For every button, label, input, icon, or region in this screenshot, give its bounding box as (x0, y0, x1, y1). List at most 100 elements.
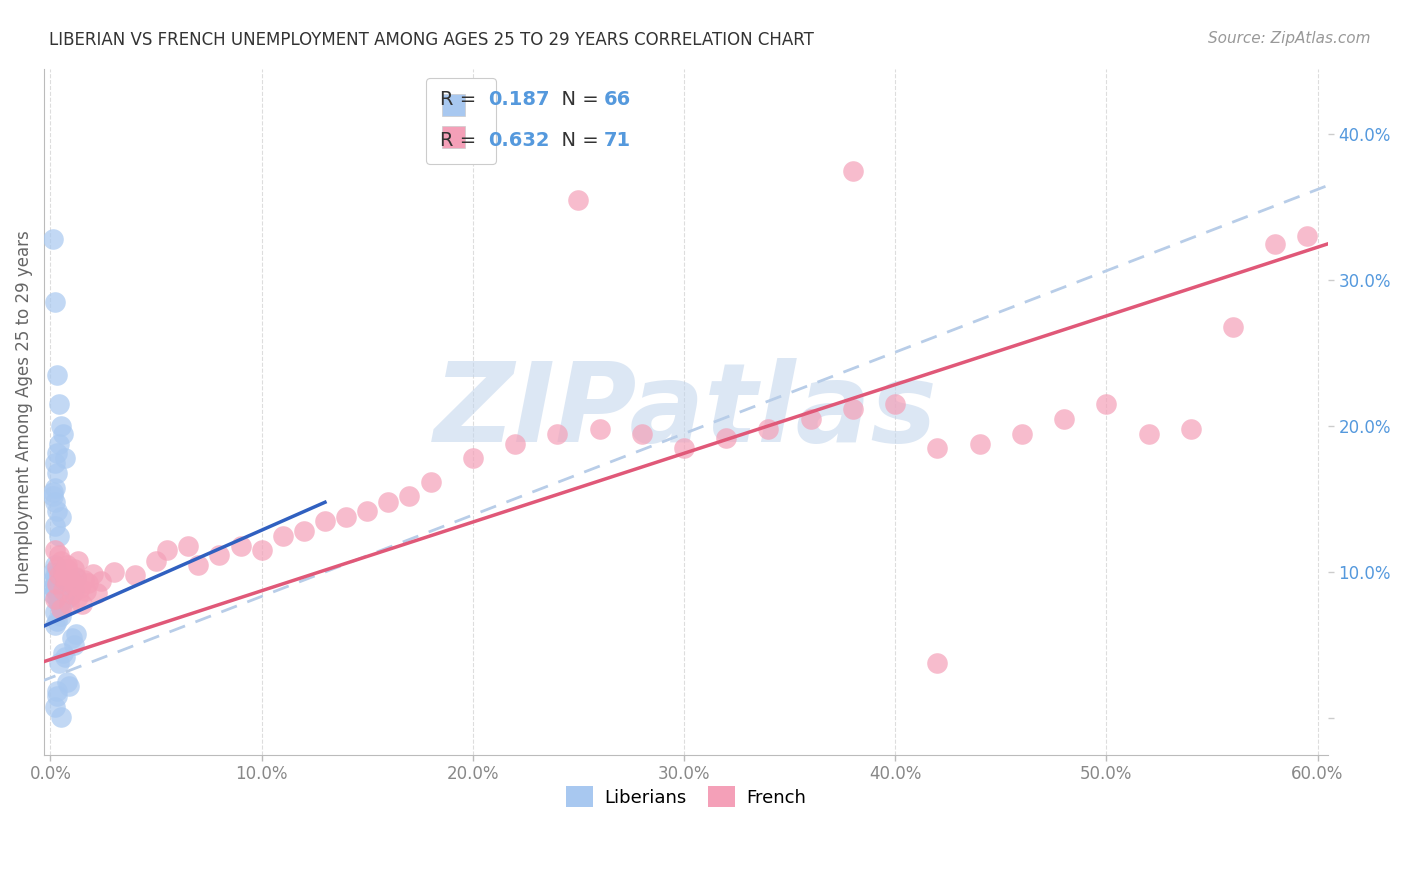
Point (672, 441, 695, 455)
Point (44, 582, 66, 597)
Point (44, 605, 66, 619)
Point (69, 582, 91, 596)
Point (103, 566, 125, 580)
Point (41, 490, 63, 504)
Point (800, 412, 823, 426)
Point (49, 609, 72, 624)
Point (45, 575, 67, 590)
Point (53, 568, 76, 582)
Point (58, 577, 80, 591)
Point (44, 543, 66, 558)
Point (56, 562, 79, 576)
Point (567, 193, 589, 207)
Point (49, 710, 72, 724)
Point (48, 586, 70, 600)
Point (62, 582, 84, 597)
Point (52, 582, 75, 597)
Point (271, 529, 294, 543)
Point (45, 368, 67, 383)
Point (48, 568, 70, 582)
Point (45, 614, 67, 628)
Point (145, 554, 167, 568)
Point (60, 586, 83, 600)
Point (53, 650, 76, 665)
Point (52, 646, 75, 660)
Point (82, 566, 104, 581)
Point (155, 543, 177, 558)
Point (44, 699, 66, 714)
Point (1011, 426, 1033, 441)
Point (44, 495, 66, 509)
Text: 66: 66 (605, 90, 631, 109)
Point (49, 590, 72, 604)
Point (208, 548, 231, 562)
Point (48, 656, 70, 670)
Point (73, 573, 96, 587)
Point (45, 566, 67, 581)
Point (66, 590, 89, 604)
Point (44, 481, 66, 495)
Point (1296, 229, 1319, 244)
Point (842, 401, 865, 416)
Point (48, 571, 70, 585)
Point (66, 554, 89, 568)
Point (48, 598, 70, 612)
Point (44, 518, 66, 533)
Point (503, 437, 526, 451)
Point (377, 495, 399, 509)
Point (124, 568, 146, 582)
Point (53, 451, 76, 466)
Point (45, 445, 67, 459)
Point (77, 575, 100, 590)
Point (1264, 236, 1286, 251)
Point (65, 570, 87, 584)
Point (842, 163, 865, 178)
Point (292, 524, 315, 539)
Point (52, 566, 75, 580)
Point (56, 573, 79, 587)
Point (56, 587, 79, 601)
Point (49, 419, 72, 434)
Point (546, 426, 568, 441)
Point (65, 571, 87, 585)
Point (1053, 412, 1076, 426)
Point (44, 568, 66, 582)
Text: R =: R = (440, 131, 482, 150)
Point (58, 598, 80, 612)
Point (229, 539, 252, 553)
Point (314, 514, 336, 528)
Point (45, 584, 67, 599)
Point (49, 554, 72, 568)
Point (41, 566, 63, 580)
Point (41, 580, 63, 594)
Point (60, 574, 83, 588)
Point (58, 590, 80, 604)
Point (44, 618, 66, 632)
Point (53, 582, 76, 596)
Point (45, 466, 67, 480)
Point (58, 679, 80, 693)
Point (48, 529, 70, 543)
Point (75, 584, 97, 599)
Point (41, 573, 63, 587)
Text: 0.187: 0.187 (488, 90, 550, 109)
Point (1180, 422, 1202, 436)
Point (45, 577, 67, 591)
Point (60, 587, 83, 601)
Point (1137, 426, 1160, 441)
Point (45, 683, 67, 698)
Point (52, 426, 75, 441)
Point (927, 441, 949, 455)
Point (716, 431, 738, 445)
Point (60, 631, 83, 645)
Point (58, 570, 80, 584)
Point (250, 543, 273, 558)
Point (45, 690, 67, 704)
Point (53, 593, 76, 607)
Point (45, 504, 67, 518)
Point (48, 437, 70, 451)
Text: LIBERIAN VS FRENCH UNEMPLOYMENT AMONG AGES 25 TO 29 YEARS CORRELATION CHART: LIBERIAN VS FRENCH UNEMPLOYMENT AMONG AG… (49, 31, 814, 49)
Text: R =: R = (440, 90, 482, 109)
Point (53, 573, 76, 587)
Point (588, 422, 610, 436)
